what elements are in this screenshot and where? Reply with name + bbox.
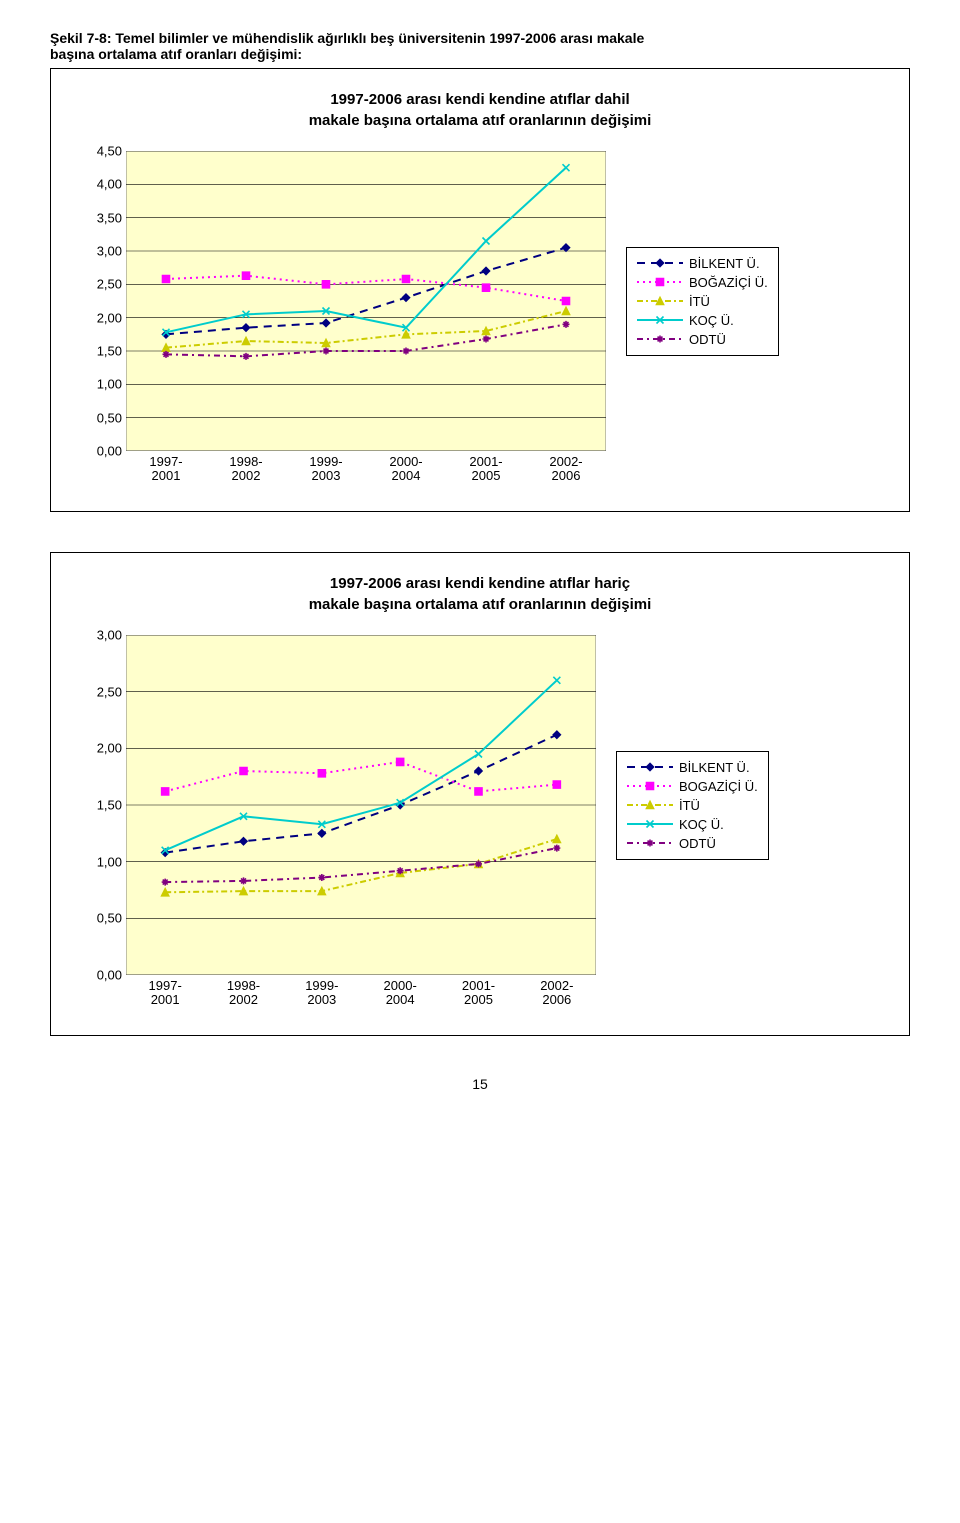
legend-item: BOGAZİÇİ Ü.	[627, 777, 758, 796]
legend-swatch	[637, 275, 683, 289]
chart2-legend: BİLKENT Ü. BOGAZİÇİ Ü. İTÜ KOÇ Ü. ODTÜ	[616, 751, 769, 860]
legend-swatch	[637, 332, 683, 346]
header-line1: Şekil 7-8: Temel bilimler ve mühendislik…	[50, 30, 644, 46]
legend-swatch	[637, 313, 683, 327]
chart2-plot: 0,000,501,001,502,002,503,001997-2001199…	[126, 635, 596, 975]
legend-item: İTÜ	[637, 292, 768, 311]
legend-label: KOÇ Ü.	[689, 313, 734, 328]
legend-label: BİLKENT Ü.	[689, 256, 760, 271]
chart1-container: 1997-2006 arası kendi kendine atıflar da…	[50, 68, 910, 512]
legend-label: ODTÜ	[679, 836, 716, 851]
page-number: 15	[50, 1076, 910, 1092]
legend-label: BOĞAZİÇİ Ü.	[689, 275, 768, 290]
legend-swatch	[627, 798, 673, 812]
legend-swatch	[627, 817, 673, 831]
chart1-plot: 0,000,501,001,502,002,503,003,504,004,50…	[126, 151, 606, 451]
legend-item: KOÇ Ü.	[637, 311, 768, 330]
legend-item: BOĞAZİÇİ Ü.	[637, 273, 768, 292]
legend-label: KOÇ Ü.	[679, 817, 724, 832]
legend-label: BOGAZİÇİ Ü.	[679, 779, 758, 794]
legend-label: ODTÜ	[689, 332, 726, 347]
legend-item: KOÇ Ü.	[627, 815, 758, 834]
chart2-title: 1997-2006 arası kendi kendine atıflar ha…	[66, 573, 894, 615]
legend-item: İTÜ	[627, 796, 758, 815]
legend-item: ODTÜ	[637, 330, 768, 349]
legend-item: BİLKENT Ü.	[637, 254, 768, 273]
legend-swatch	[627, 779, 673, 793]
legend-label: İTÜ	[679, 798, 700, 813]
legend-swatch	[627, 836, 673, 850]
legend-swatch	[627, 760, 673, 774]
header-line2: başına ortalama atıf oranları değişimi:	[50, 46, 302, 62]
legend-item: ODTÜ	[627, 834, 758, 853]
chart1-legend: BİLKENT Ü. BOĞAZİÇİ Ü. İTÜ KOÇ Ü. ODTÜ	[626, 247, 779, 356]
legend-label: BİLKENT Ü.	[679, 760, 750, 775]
figure-header: Şekil 7-8: Temel bilimler ve mühendislik…	[50, 30, 910, 62]
legend-item: BİLKENT Ü.	[627, 758, 758, 777]
legend-label: İTÜ	[689, 294, 710, 309]
legend-swatch	[637, 256, 683, 270]
chart1-title: 1997-2006 arası kendi kendine atıflar da…	[66, 89, 894, 131]
legend-swatch	[637, 294, 683, 308]
chart2-container: 1997-2006 arası kendi kendine atıflar ha…	[50, 552, 910, 1036]
